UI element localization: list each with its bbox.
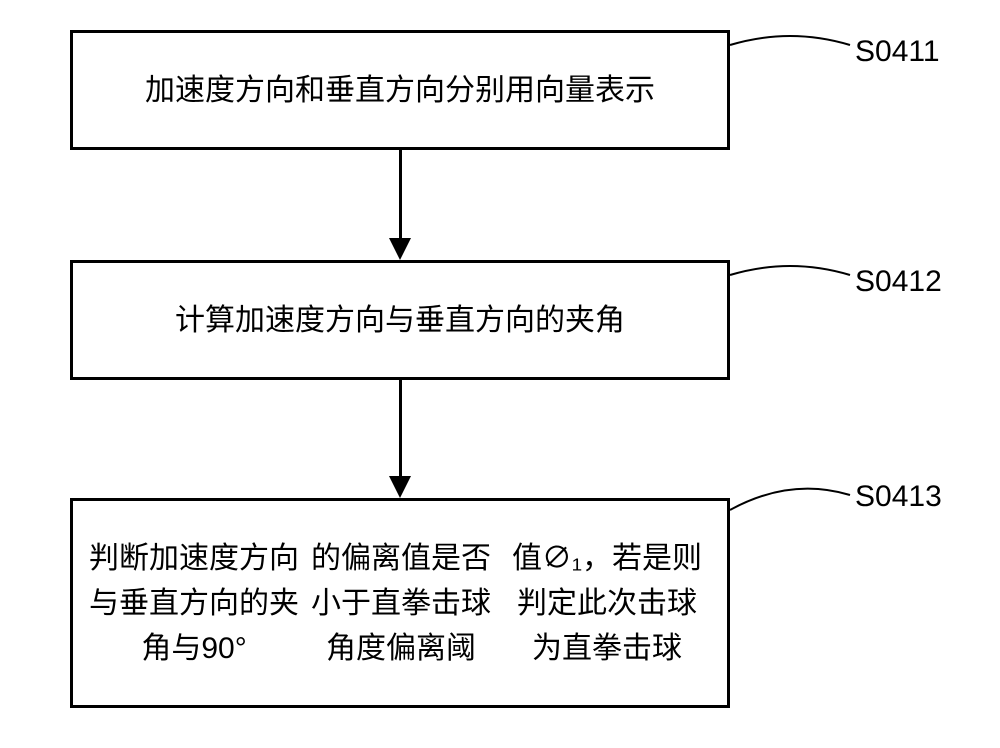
callout-s0411 [726, 23, 854, 67]
flow-step-s0413: 判断加速度方向与垂直方向的夹角与90°的偏离值是否小于直拳击球角度偏离阈值∅₁，… [70, 498, 730, 708]
flow-step-s0411: 加速度方向和垂直方向分别用向量表示 [70, 30, 730, 150]
callout-s0413 [726, 473, 854, 532]
arrow-0-line [399, 150, 402, 240]
arrow-0-head [389, 238, 411, 260]
step-label-s0413: S0413 [855, 480, 942, 514]
arrow-1-line [399, 380, 402, 478]
step-label-s0412: S0412 [855, 265, 942, 299]
callout-s0412 [726, 253, 854, 297]
arrow-1-head [389, 476, 411, 498]
step-label-s0411: S0411 [855, 35, 940, 69]
flow-step-s0412: 计算加速度方向与垂直方向的夹角 [70, 260, 730, 380]
